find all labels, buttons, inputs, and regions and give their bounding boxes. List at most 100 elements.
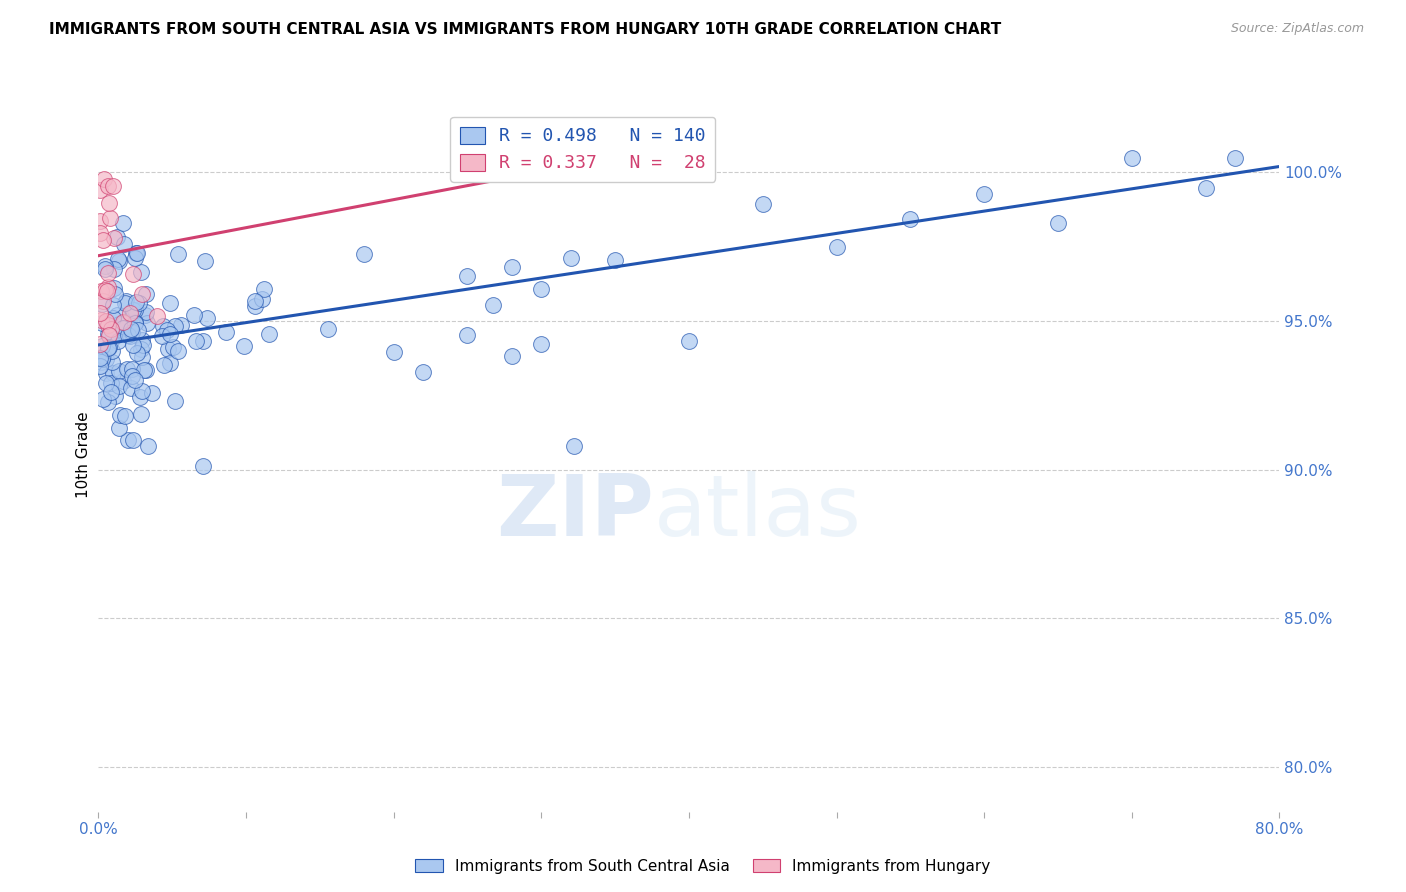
Point [94,259,117,273]
Point [243,294,266,309]
Point [243,299,266,313]
Point [89,359,111,373]
Point [91,392,114,406]
Point [91,294,114,309]
Point [184,334,207,349]
Point [96,376,118,391]
Text: atlas: atlas [654,470,862,554]
Point [107,421,129,435]
Point [97,328,120,343]
Point [124,315,146,329]
Point [127,322,149,336]
Point [89,183,111,197]
Point [91,349,114,363]
Point [233,339,256,353]
Point [97,179,120,194]
Point [108,364,131,378]
Point [316,322,339,336]
Point [124,316,146,330]
Point [100,322,122,336]
Point [412,365,434,379]
Point [135,363,157,377]
Point [101,343,124,358]
Point [111,216,134,230]
Point [170,318,193,333]
Point [89,337,111,351]
Point [501,260,523,275]
Point [90,355,112,369]
Point [115,293,138,308]
Point [90,352,112,367]
Point [132,338,155,352]
Point [91,296,114,310]
Point [90,284,112,298]
Point [97,326,120,341]
Point [100,376,122,391]
Point [93,172,115,186]
Point [163,393,186,408]
Point [111,374,134,388]
Point [155,323,177,337]
Point [89,214,111,228]
Point [101,366,124,380]
Point [250,293,273,307]
Point [131,351,153,365]
Legend: R = 0.498   N = 140, R = 0.337   N =  28: R = 0.498 N = 140, R = 0.337 N = 28 [450,117,716,182]
Point [825,239,848,253]
Point [141,386,163,401]
Point [194,254,217,268]
Point [101,311,124,326]
Point [135,316,157,330]
Point [101,298,124,312]
Point [560,251,582,265]
Point [129,342,152,356]
Point [89,306,111,320]
Point [121,362,143,376]
Point [191,458,214,473]
Point [253,282,276,296]
Point [530,282,553,296]
Point [457,268,479,283]
Point [112,316,135,330]
Point [108,379,131,393]
Point [152,319,174,334]
Point [159,356,181,370]
Point [89,351,111,365]
Point [165,319,187,334]
Point [101,178,124,193]
Point [1225,151,1247,165]
Point [97,341,120,355]
Point [90,313,112,327]
Point [131,407,153,421]
Point [124,302,146,317]
Point [145,309,167,323]
Point [100,334,122,349]
Point [117,328,139,343]
Point [103,230,125,244]
Point [120,381,142,395]
Point [108,318,131,332]
Point [121,326,143,340]
Point [124,373,146,387]
Point [167,247,190,261]
Point [678,334,700,349]
Point [117,433,139,447]
Point [124,251,146,265]
Point [114,409,136,424]
Point [127,346,149,360]
Text: IMMIGRANTS FROM SOUTH CENTRAL ASIA VS IMMIGRANTS FROM HUNGARY 10TH GRADE CORRELA: IMMIGRANTS FROM SOUTH CENTRAL ASIA VS IM… [49,22,1001,37]
Point [900,211,922,226]
Point [135,287,157,301]
Point [127,245,149,260]
Point [114,296,136,310]
Point [752,197,775,211]
Point [152,358,174,372]
Point [121,338,143,352]
Point [159,326,181,341]
Point [157,342,180,356]
Point [94,283,117,297]
Point [94,367,117,381]
Point [98,211,121,225]
Point [132,363,155,377]
Point [1046,216,1070,230]
